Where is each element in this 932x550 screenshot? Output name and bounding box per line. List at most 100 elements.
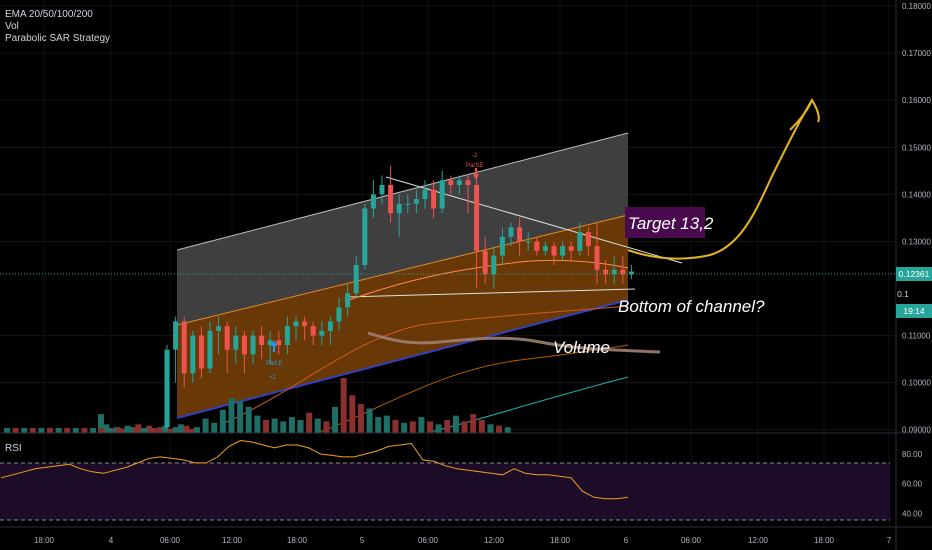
candle-body xyxy=(164,349,170,428)
candle-body xyxy=(379,184,385,195)
candle-body xyxy=(241,335,247,355)
candle-body xyxy=(491,255,497,275)
support-line xyxy=(345,288,636,298)
volume-bar xyxy=(107,428,114,433)
candle-body xyxy=(370,194,376,209)
rsi-panel xyxy=(0,439,890,521)
candle-body xyxy=(628,271,634,275)
legend-ema[interactable]: EMA 20/50/100/200 xyxy=(5,9,93,20)
volume-bar xyxy=(383,415,390,433)
ema-value-tag: 0.1 xyxy=(896,287,910,301)
candle-body xyxy=(327,321,333,331)
volume-bar xyxy=(323,421,330,433)
volume-bar xyxy=(228,398,235,433)
volume-bar xyxy=(133,428,139,433)
volume-bar xyxy=(29,428,36,433)
volume-bar xyxy=(188,428,195,433)
candle-body xyxy=(353,264,359,294)
volume-bar xyxy=(375,417,382,433)
candle-body xyxy=(499,236,505,256)
volume-bar xyxy=(263,419,270,433)
channel-top-line xyxy=(176,132,629,251)
volume-bar xyxy=(177,424,184,433)
rsi-legend[interactable]: RSI xyxy=(5,443,22,454)
short-entry-arrow-icon xyxy=(473,168,479,180)
volume-bar xyxy=(98,428,105,433)
candle-body xyxy=(448,180,454,185)
rsi-tick-label: 80.00 xyxy=(902,450,923,459)
target-arrow-tail xyxy=(789,99,813,131)
time-tick-label: 7 xyxy=(887,536,892,545)
volume-bar xyxy=(183,425,190,433)
candle-body xyxy=(534,241,540,251)
channel-bottom-line xyxy=(176,299,629,419)
volume-bar xyxy=(103,424,110,433)
volume-bar xyxy=(4,428,10,433)
channel-lower-zone xyxy=(177,215,628,418)
long-entry-label: ParLE xyxy=(266,361,283,367)
volume-bar xyxy=(504,427,511,433)
price-tick-label: 0.18000 xyxy=(902,2,931,11)
volume-bar xyxy=(427,421,434,433)
candle-body xyxy=(198,335,204,369)
price-tick-label: 0.11000 xyxy=(902,332,931,341)
volume-bar xyxy=(72,428,79,433)
volume-bar xyxy=(470,414,477,433)
short-exit-label: ParSE xyxy=(466,163,483,169)
volume-bar xyxy=(306,412,313,433)
candle-body xyxy=(577,232,583,251)
volume-bar xyxy=(55,428,62,433)
handdrawn-projection xyxy=(367,98,820,354)
volume-bar xyxy=(211,422,218,433)
candle-body xyxy=(594,246,600,270)
legend-vol[interactable]: Vol xyxy=(5,21,19,32)
time-tick-label: 12:00 xyxy=(748,536,769,545)
candle-body xyxy=(431,189,437,209)
volume-bar xyxy=(81,428,88,433)
indicator-legend: EMA 20/50/100/200 Vol Parabolic SAR Stra… xyxy=(5,9,110,45)
time-tick-label: 5 xyxy=(360,536,365,545)
ema-200-line xyxy=(429,376,629,433)
volume-bar xyxy=(418,417,425,433)
channel-upper-zone xyxy=(177,133,628,325)
candle-body xyxy=(388,184,394,214)
price-tick-label: 0.13000 xyxy=(902,237,931,246)
volume-curve xyxy=(367,331,661,354)
price-tick-label: 0.16000 xyxy=(902,96,931,105)
volume-bar xyxy=(129,427,136,433)
volume-bar xyxy=(38,428,45,433)
rsi-tick-label: 60.00 xyxy=(902,480,923,489)
time-tick-label: 12:00 xyxy=(222,536,243,545)
volume-bar xyxy=(141,428,148,433)
candle-body xyxy=(525,241,531,243)
price-tick-label: 0.14000 xyxy=(902,190,931,199)
candle-body xyxy=(267,340,273,345)
candle-body xyxy=(336,307,342,322)
candle-body xyxy=(560,246,566,256)
candle-body xyxy=(568,246,574,251)
price-tick-label: 0.10000 xyxy=(902,379,931,388)
candle-body xyxy=(233,335,239,350)
candle-body xyxy=(542,246,548,251)
price-axis[interactable]: 0.18000 0.17000 0.16000 0.15000 0.14000 0.130… xyxy=(902,2,931,435)
volume-bar xyxy=(280,421,287,433)
long-entry-arrow-icon xyxy=(271,340,277,352)
target-annotation: Target 13,2 xyxy=(628,214,714,233)
volume-bar xyxy=(193,427,200,433)
rsi-band-fill xyxy=(0,463,890,520)
candle-body xyxy=(413,199,419,204)
strategy-markers: ParLE +2 ParSE -2 xyxy=(266,153,483,381)
candle-body xyxy=(508,227,514,237)
volume-bar xyxy=(478,419,485,433)
time-tick-label: 06:00 xyxy=(418,536,439,545)
time-axis[interactable]: 18:00 4 06:00 12:00 18:00 5 06:00 12:00 18:00 6 06… xyxy=(34,536,892,545)
volume-bar xyxy=(366,408,373,433)
volume-bar xyxy=(202,418,209,433)
target-box xyxy=(625,207,705,238)
volume-bar xyxy=(167,428,174,433)
volume-bar xyxy=(254,415,261,433)
legend-strategy[interactable]: Parabolic SAR Strategy xyxy=(5,33,111,44)
candle-body xyxy=(216,326,222,331)
